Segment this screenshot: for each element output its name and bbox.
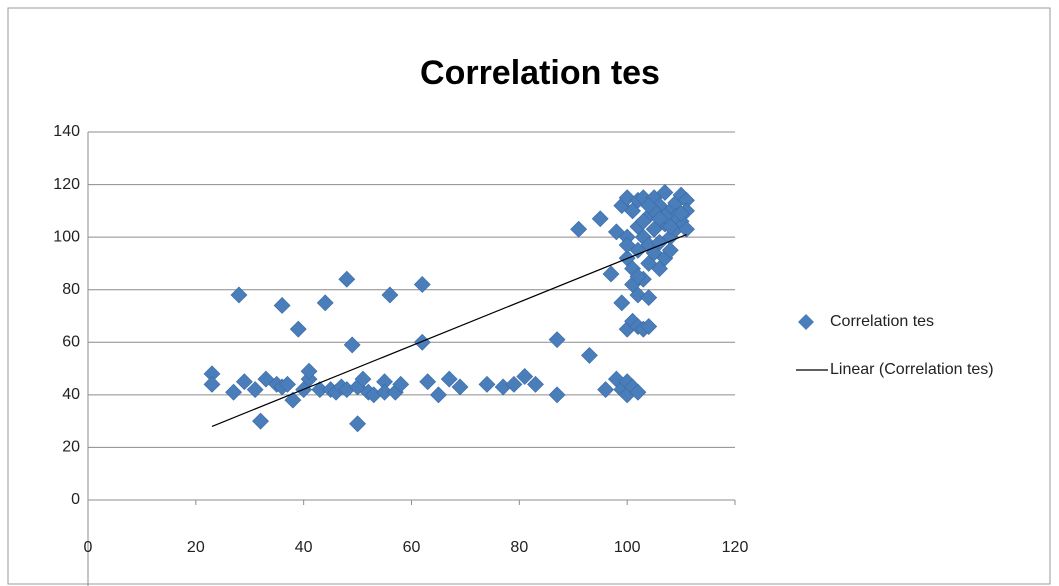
point: [419, 373, 437, 391]
y-tick-label: 0: [71, 491, 80, 508]
y-tick-label: 40: [62, 386, 80, 403]
point: [678, 220, 695, 238]
point: [338, 270, 356, 288]
y-tick-label: 140: [53, 123, 80, 140]
legend-label: Linear (Correlation tes): [830, 361, 994, 378]
point: [656, 184, 674, 201]
x-tick-label: 100: [614, 539, 641, 556]
point: [516, 368, 534, 385]
y-tick-label: 100: [53, 228, 80, 245]
point: [591, 210, 609, 228]
point: [284, 391, 302, 409]
point: [451, 378, 469, 396]
point: [661, 218, 679, 236]
point: [279, 375, 296, 393]
point: [629, 268, 647, 285]
chart-title: Correlation tes: [420, 54, 660, 92]
point: [300, 362, 318, 380]
point: [505, 375, 523, 393]
point: [629, 383, 647, 401]
y-tick-label: 20: [62, 439, 80, 456]
point: [343, 336, 361, 354]
point: [581, 347, 598, 364]
x-tick-label: 20: [187, 539, 205, 556]
point: [349, 415, 367, 433]
point: [640, 318, 658, 335]
y-tick-label: 120: [53, 176, 80, 193]
point: [640, 197, 658, 215]
y-tick-label: 60: [62, 334, 80, 351]
x-tick-label: 60: [403, 539, 421, 556]
point: [661, 241, 679, 259]
point: [548, 386, 566, 404]
x-tick-label: 0: [84, 539, 93, 556]
point: [430, 386, 447, 404]
point: [478, 375, 496, 393]
point: [548, 331, 566, 349]
point: [640, 289, 658, 307]
point: [672, 205, 690, 222]
trendline: [211, 233, 687, 427]
x-tick-label: 40: [295, 539, 313, 556]
point: [634, 212, 652, 230]
point: [392, 375, 410, 393]
point: [413, 276, 431, 293]
point: [252, 412, 269, 430]
point: [289, 320, 307, 338]
point: [597, 381, 615, 399]
point: [230, 286, 248, 304]
point: [225, 383, 242, 401]
point: [440, 370, 458, 388]
point: [203, 375, 221, 393]
point: [651, 210, 668, 228]
point: [602, 265, 620, 283]
x-tick-label: 80: [510, 539, 528, 556]
point: [354, 370, 372, 388]
legend-marker: [798, 314, 814, 330]
point: [246, 381, 264, 399]
point: [273, 297, 291, 314]
y-tick-label: 80: [62, 281, 80, 298]
x-tick-label: 120: [722, 539, 749, 556]
point: [527, 375, 544, 393]
point: [570, 220, 588, 238]
legend-label: Correlation tes: [830, 313, 934, 330]
point: [316, 294, 334, 312]
point: [613, 294, 631, 312]
point: [381, 286, 399, 304]
chart-border: [7, 7, 1051, 585]
point: [235, 373, 253, 391]
point: [618, 236, 636, 254]
